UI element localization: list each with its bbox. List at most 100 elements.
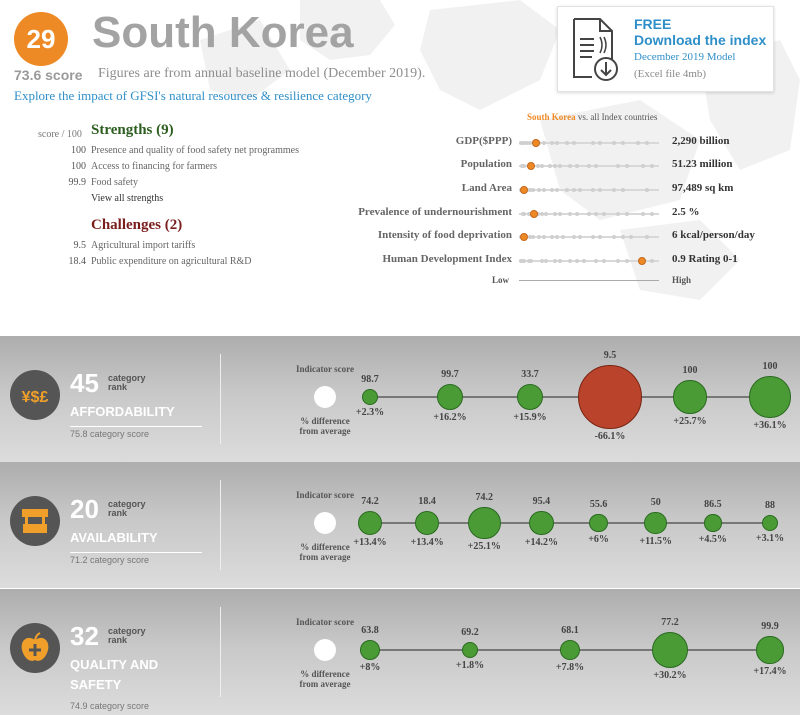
country-position-dot[interactable]	[532, 139, 541, 147]
legend-indicator-score: Indicator score	[296, 617, 354, 627]
indicator-bubble[interactable]	[360, 640, 380, 660]
indicator-diff-label: +8%	[359, 662, 381, 673]
other-country-dot	[552, 164, 557, 168]
indicator-bubble[interactable]	[517, 384, 543, 410]
country-position-dot[interactable]	[520, 186, 529, 194]
legend-indicator-score: Indicator score	[296, 364, 354, 374]
comparison-country: South Korea	[527, 112, 576, 122]
indicator-bubble[interactable]	[436, 383, 464, 411]
strength-label: Presence and quality of food safety net …	[91, 145, 299, 156]
indicator-bubble[interactable]	[357, 510, 383, 536]
other-country-dot	[547, 164, 552, 168]
country-title: South Korea	[92, 8, 354, 57]
other-country-dot	[601, 259, 606, 263]
indicator-bubble[interactable]	[673, 380, 707, 414]
category-rank-label: category rank	[108, 627, 146, 645]
scale-high-label: High	[672, 275, 692, 285]
overall-rank-badge: 29	[14, 12, 68, 66]
indicator-bubble[interactable]	[761, 514, 779, 532]
indicator-score-label: 98.7	[361, 374, 379, 385]
indicator-diff-label: +11.5%	[639, 536, 673, 548]
download-index-card[interactable]: FREE Download the index December 2019 Mo…	[557, 6, 774, 92]
category-name[interactable]: AFFORDABILITY	[70, 402, 202, 427]
other-country-dot	[598, 141, 603, 145]
other-country-dot	[640, 164, 645, 168]
band-divider	[220, 354, 221, 444]
other-country-dot	[574, 259, 579, 263]
free-label: FREE	[634, 16, 672, 32]
bubble-connector	[370, 522, 770, 524]
indicator-bubble[interactable]	[529, 510, 554, 536]
category-rank-label: category rank	[108, 374, 146, 392]
indicator-track	[519, 233, 659, 241]
indicator-diff-label: +25.1%	[467, 541, 501, 553]
other-country-dot	[550, 188, 555, 192]
other-country-dot	[525, 141, 530, 145]
country-position-dot[interactable]	[526, 162, 535, 170]
indicator-bubble[interactable]	[467, 506, 501, 540]
other-country-dot	[537, 188, 542, 192]
other-country-dot	[645, 188, 650, 192]
indicator-label: GDP($PPP)	[455, 135, 512, 147]
other-country-dot	[539, 212, 544, 216]
download-size: (Excel file 4mb)	[634, 68, 707, 80]
overall-rank-value: 29	[26, 23, 56, 54]
indicator-diff-label: +6%	[588, 534, 609, 546]
other-country-dot	[598, 235, 603, 239]
view-all-strengths-link[interactable]: View all strengths	[91, 193, 164, 204]
indicator-bubble[interactable]	[651, 631, 689, 669]
category-rank-label-line: category	[108, 499, 146, 509]
indicator-value: 6 kcal/person/day	[672, 229, 755, 241]
indicator-score-label: 74.2	[361, 495, 379, 507]
country-position-dot[interactable]	[637, 257, 646, 265]
indicator-bubble[interactable]	[578, 365, 642, 429]
indicator-bubble[interactable]	[560, 640, 580, 660]
other-country-dot	[541, 235, 546, 239]
indicator-bubble[interactable]	[362, 389, 378, 405]
indicator-score-label: 9.5	[603, 350, 617, 362]
indicator-bubble[interactable]	[415, 510, 440, 536]
other-country-dot	[636, 141, 641, 145]
other-country-dot	[612, 235, 617, 239]
strengths-title: Strengths (9)	[91, 122, 174, 138]
other-country-dot	[541, 188, 546, 192]
indicator-label: Prevalence of undernourishment	[358, 206, 512, 218]
other-country-dot	[624, 259, 629, 263]
other-country-dot	[624, 164, 629, 168]
other-country-dot	[650, 259, 655, 263]
other-country-dot	[519, 164, 524, 168]
other-country-dot	[574, 164, 579, 168]
other-country-dot	[552, 259, 557, 263]
band-divider	[220, 607, 221, 697]
explore-resilience-link[interactable]: Explore the impact of GFSI's natural res…	[14, 88, 372, 103]
category-name[interactable]: QUALITY AND SAFETY	[70, 657, 159, 692]
indicator-bubble[interactable]	[462, 642, 478, 658]
other-country-dot	[645, 235, 650, 239]
other-country-dot	[598, 188, 603, 192]
indicator-bubble[interactable]	[749, 376, 791, 418]
category-name[interactable]: AVAILABILITY	[70, 528, 202, 553]
strength-label: Food safety	[91, 177, 138, 188]
challenges-title: Challenges (2)	[91, 217, 183, 233]
indicator-bubble[interactable]	[589, 513, 608, 533]
other-country-dot	[558, 259, 563, 263]
band-divider	[220, 480, 221, 570]
indicator-bubble[interactable]	[756, 636, 784, 664]
indicator-label: Population	[460, 158, 512, 170]
other-country-dot	[543, 212, 548, 216]
country-position-dot[interactable]	[529, 210, 538, 218]
other-country-dot	[571, 141, 576, 145]
indicator-bubble[interactable]	[644, 511, 668, 535]
comparison-title: South Korea vs. all Index countries	[527, 112, 657, 122]
currency-icon: ¥$£	[10, 370, 60, 420]
country-position-dot[interactable]	[520, 233, 529, 241]
other-country-dot	[527, 188, 532, 192]
other-country-dot	[578, 188, 583, 192]
indicator-diff-label: +36.1%	[753, 419, 787, 431]
indicator-bubble[interactable]	[704, 514, 722, 532]
indicator-track	[519, 257, 659, 265]
category-rank-label: category rank	[108, 500, 146, 518]
other-country-dot	[620, 188, 625, 192]
indicator-score-label: 86.5	[704, 499, 722, 511]
other-country-dot	[594, 259, 599, 263]
